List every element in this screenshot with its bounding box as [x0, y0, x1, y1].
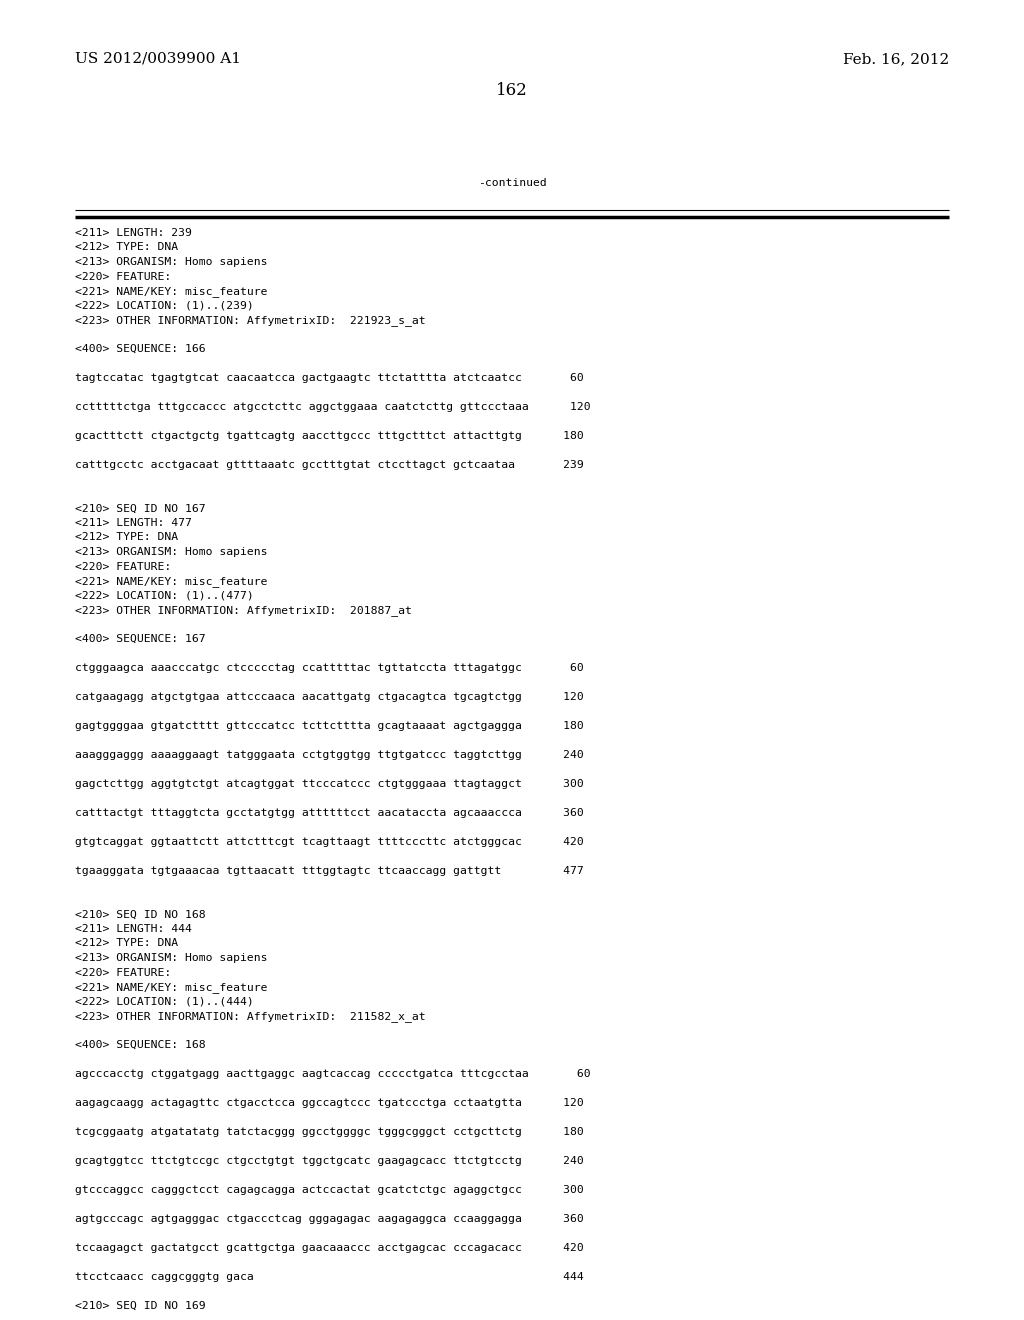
Text: <213> ORGANISM: Homo sapiens: <213> ORGANISM: Homo sapiens [75, 546, 267, 557]
Text: <213> ORGANISM: Homo sapiens: <213> ORGANISM: Homo sapiens [75, 953, 267, 964]
Text: tcgcggaatg atgatatatg tatctacggg ggcctggggc tgggcgggct cctgcttctg      180: tcgcggaatg atgatatatg tatctacggg ggcctgg… [75, 1127, 584, 1137]
Text: tgaagggata tgtgaaacaa tgttaacatt tttggtagtc ttcaaccagg gattgtt         477: tgaagggata tgtgaaacaa tgttaacatt tttggta… [75, 866, 584, 876]
Text: <213> ORGANISM: Homo sapiens: <213> ORGANISM: Homo sapiens [75, 257, 267, 267]
Text: ttcctcaacc caggcgggtg gaca                                             444: ttcctcaacc caggcgggtg gaca 444 [75, 1272, 584, 1282]
Text: <400> SEQUENCE: 167: <400> SEQUENCE: 167 [75, 634, 206, 644]
Text: aaagggaggg aaaaggaagt tatgggaata cctgtggtgg ttgtgatccc taggtcttgg      240: aaagggaggg aaaaggaagt tatgggaata cctgtgg… [75, 750, 584, 760]
Text: <212> TYPE: DNA: <212> TYPE: DNA [75, 532, 178, 543]
Text: <211> LENGTH: 444: <211> LENGTH: 444 [75, 924, 191, 935]
Text: <223> OTHER INFORMATION: AffymetrixID:  221923_s_at: <223> OTHER INFORMATION: AffymetrixID: 2… [75, 315, 426, 326]
Text: <211> LENGTH: 477: <211> LENGTH: 477 [75, 517, 191, 528]
Text: gcagtggtcc ttctgtccgc ctgcctgtgt tggctgcatc gaagagcacc ttctgtcctg      240: gcagtggtcc ttctgtccgc ctgcctgtgt tggctgc… [75, 1156, 584, 1166]
Text: catgaagagg atgctgtgaa attcccaaca aacattgatg ctgacagtca tgcagtctgg      120: catgaagagg atgctgtgaa attcccaaca aacattg… [75, 692, 584, 702]
Text: aagagcaagg actagagttc ctgacctcca ggccagtccc tgatccctga cctaatgtta      120: aagagcaagg actagagttc ctgacctcca ggccagt… [75, 1098, 584, 1107]
Text: 162: 162 [496, 82, 528, 99]
Text: <212> TYPE: DNA: <212> TYPE: DNA [75, 939, 178, 949]
Text: Feb. 16, 2012: Feb. 16, 2012 [843, 51, 949, 66]
Text: gcactttctt ctgactgctg tgattcagtg aaccttgccc tttgctttct attacttgtg      180: gcactttctt ctgactgctg tgattcagtg aaccttg… [75, 432, 584, 441]
Text: agtgcccagc agtgagggac ctgaccctcag gggagagac aagagaggca ccaaggagga      360: agtgcccagc agtgagggac ctgaccctcag gggaga… [75, 1214, 584, 1224]
Text: <400> SEQUENCE: 168: <400> SEQUENCE: 168 [75, 1040, 206, 1049]
Text: <212> TYPE: DNA: <212> TYPE: DNA [75, 243, 178, 252]
Text: gagctcttgg aggtgtctgt atcagtggat ttcccatccc ctgtgggaaa ttagtaggct      300: gagctcttgg aggtgtctgt atcagtggat ttcccat… [75, 779, 584, 789]
Text: <220> FEATURE:: <220> FEATURE: [75, 561, 171, 572]
Text: US 2012/0039900 A1: US 2012/0039900 A1 [75, 51, 241, 66]
Text: <211> LENGTH: 239: <211> LENGTH: 239 [75, 228, 191, 238]
Text: gagtggggaa gtgatctttt gttcccatcc tcttctttta gcagtaaaat agctgaggga      180: gagtggggaa gtgatctttt gttcccatcc tcttctt… [75, 721, 584, 731]
Text: <223> OTHER INFORMATION: AffymetrixID:  211582_x_at: <223> OTHER INFORMATION: AffymetrixID: 2… [75, 1011, 426, 1022]
Text: catttactgt tttaggtcta gcctatgtgg attttttcct aacataccta agcaaaccca      360: catttactgt tttaggtcta gcctatgtgg atttttt… [75, 808, 584, 818]
Text: <210> SEQ ID NO 168: <210> SEQ ID NO 168 [75, 909, 206, 920]
Text: <222> LOCATION: (1)..(444): <222> LOCATION: (1)..(444) [75, 997, 254, 1006]
Text: tagtccatac tgagtgtcat caacaatcca gactgaagtc ttctatttta atctcaatcc       60: tagtccatac tgagtgtcat caacaatcca gactgaa… [75, 374, 584, 383]
Text: catttgcctc acctgacaat gttttaaatc gcctttgtat ctccttagct gctcaataa       239: catttgcctc acctgacaat gttttaaatc gcctttg… [75, 459, 584, 470]
Text: tccaagagct gactatgcct gcattgctga gaacaaaccc acctgagcac cccagacacc      420: tccaagagct gactatgcct gcattgctga gaacaaa… [75, 1243, 584, 1253]
Text: <210> SEQ ID NO 169: <210> SEQ ID NO 169 [75, 1302, 206, 1311]
Text: <221> NAME/KEY: misc_feature: <221> NAME/KEY: misc_feature [75, 982, 267, 993]
Text: -continued: -continued [477, 178, 547, 187]
Text: <400> SEQUENCE: 166: <400> SEQUENCE: 166 [75, 345, 206, 354]
Text: <220> FEATURE:: <220> FEATURE: [75, 272, 171, 281]
Text: agcccacctg ctggatgagg aacttgaggc aagtcaccag ccccctgatca tttcgcctaa       60: agcccacctg ctggatgagg aacttgaggc aagtcac… [75, 1069, 591, 1078]
Text: <223> OTHER INFORMATION: AffymetrixID:  201887_at: <223> OTHER INFORMATION: AffymetrixID: 2… [75, 605, 412, 616]
Text: gtgtcaggat ggtaattctt attctttcgt tcagttaagt ttttcccttc atctgggcac      420: gtgtcaggat ggtaattctt attctttcgt tcagtta… [75, 837, 584, 847]
Text: <220> FEATURE:: <220> FEATURE: [75, 968, 171, 978]
Text: <221> NAME/KEY: misc_feature: <221> NAME/KEY: misc_feature [75, 576, 267, 587]
Text: <222> LOCATION: (1)..(477): <222> LOCATION: (1)..(477) [75, 590, 254, 601]
Text: <221> NAME/KEY: misc_feature: <221> NAME/KEY: misc_feature [75, 286, 267, 297]
Text: ctgggaagca aaacccatgc ctccccctag ccatttttac tgttatccta tttagatggc       60: ctgggaagca aaacccatgc ctccccctag ccatttt… [75, 663, 584, 673]
Text: <222> LOCATION: (1)..(239): <222> LOCATION: (1)..(239) [75, 301, 254, 310]
Text: cctttttctga tttgccaccc atgcctcttc aggctggaaa caatctcttg gttccctaaa      120: cctttttctga tttgccaccc atgcctcttc aggctg… [75, 403, 591, 412]
Text: gtcccaggcc cagggctcct cagagcagga actccactat gcatctctgc agaggctgcc      300: gtcccaggcc cagggctcct cagagcagga actccac… [75, 1185, 584, 1195]
Text: <210> SEQ ID NO 167: <210> SEQ ID NO 167 [75, 503, 206, 513]
